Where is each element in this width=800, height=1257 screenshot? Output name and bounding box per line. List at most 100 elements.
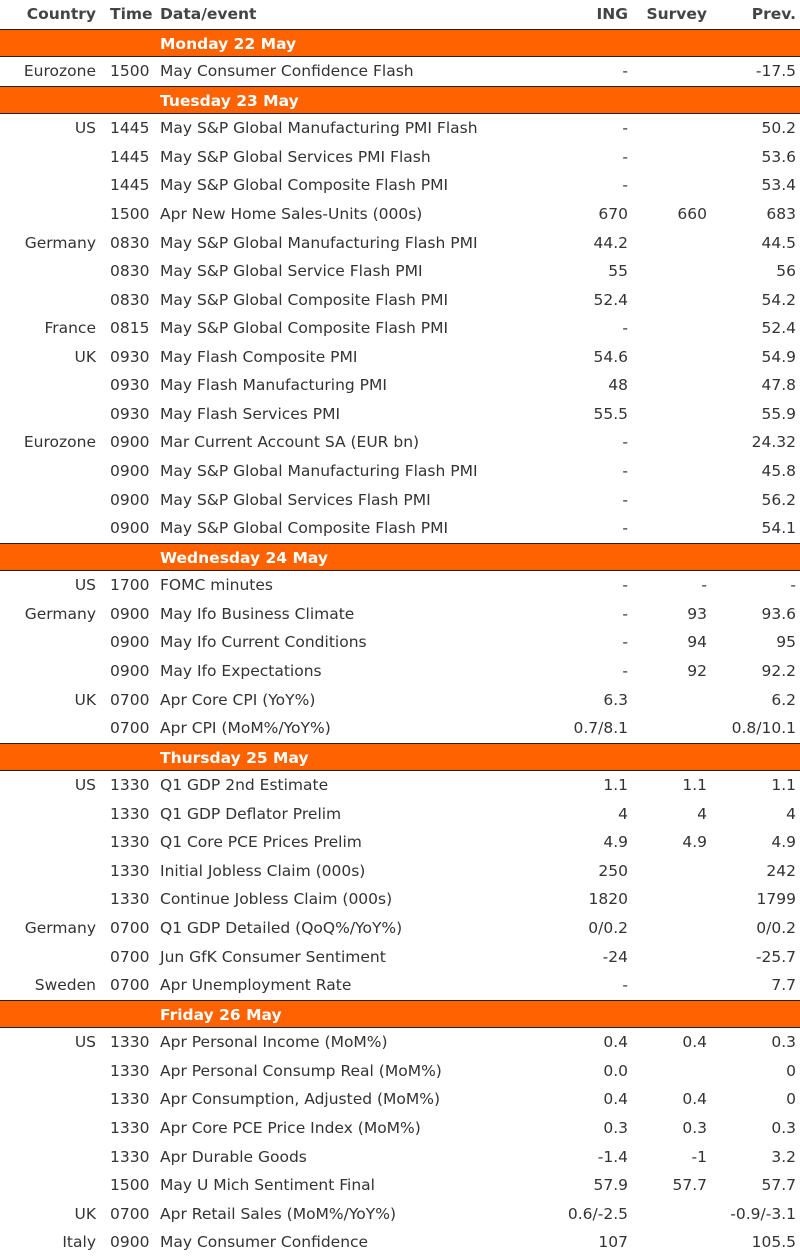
table-row: 1330 Apr Core PCE Price Index (MoM%) 0.3 0.… (0, 1114, 800, 1143)
day-header-row: Thursday 25 May (0, 742, 800, 772)
cell-ing: - (622, 604, 628, 623)
table-row: UK 0700 Apr Retail Sales (MoM%/YoY%) 0.6/-2… (0, 1200, 800, 1229)
table-row: Germany 0830 May S&P Global Manufacturing … (0, 229, 800, 258)
cell-ing: -1.4 (597, 1147, 628, 1166)
table-row: France 0815 May S&P Global Composite Flash… (0, 314, 800, 343)
cell-ing: 0/0.2 (588, 919, 628, 937)
cell-prev: 4.9 (771, 833, 796, 852)
cell-prev: 1.1 (771, 776, 796, 795)
cell-event: Q1 GDP 2nd Estimate (160, 776, 329, 795)
cell-event: May Ifo Expectations (160, 661, 322, 680)
cell-prev: 50.2 (761, 119, 796, 138)
cell-ing: - (622, 519, 628, 538)
table-row: US 1330 Q1 GDP 2nd Estimate 1.1 1.1 1.1 (0, 771, 800, 800)
cell-country: Sweden (34, 976, 96, 995)
cell-prev: 0.3 (771, 1118, 796, 1137)
cell-prev: 4 (786, 804, 796, 823)
cell-prev: 0 (786, 1061, 796, 1080)
table-row: 0900 May S&P Global Manufacturing Flash P… (0, 457, 800, 486)
cell-ing: 4.9 (603, 833, 628, 852)
cell-prev: 95 (776, 633, 796, 652)
cell-survey: 57.7 (672, 1176, 707, 1195)
cell-time: 1500 (110, 62, 150, 81)
cell-prev: 6.2 (771, 690, 796, 709)
cell-time: 0930 (110, 376, 150, 395)
cell-prev: 93.6 (761, 604, 796, 623)
cell-time: 1330 (110, 861, 150, 880)
cell-ing: 0.7/8.1 (573, 719, 628, 738)
cell-survey: 92 (687, 661, 707, 680)
day-label: Tuesday 23 May (160, 91, 299, 110)
cell-ing: - (622, 490, 628, 509)
cell-prev: 92.2 (761, 661, 796, 680)
cell-survey: 660 (677, 204, 707, 223)
cell-prev: 44.5 (761, 233, 796, 252)
table-row: 1330 Q1 Core PCE Prices Prelim 4.9 4.9 4.9 (0, 828, 800, 857)
cell-event: Mar Current Account SA (EUR bn) (160, 433, 420, 452)
table-row: 0930 May Flash Services PMI 55.5 55.9 (0, 400, 800, 429)
cell-event: May Flash Services PMI (160, 404, 341, 423)
cell-event: May Ifo Business Climate (160, 604, 355, 623)
cell-time: 0900 (110, 661, 150, 680)
cell-ing: 48 (608, 376, 628, 395)
table-row: 1445 May S&P Global Composite Flash PMI - 5… (0, 171, 800, 200)
table-row: 1330 Continue Jobless Claim (000s) 1820 179… (0, 885, 800, 914)
table-header: Country Time Data/event ING Survey Prev. (0, 0, 800, 29)
cell-event: Apr Core PCE Price Index (MoM%) (160, 1118, 421, 1137)
cell-country: US (74, 1033, 96, 1052)
cell-prev: 683 (766, 204, 796, 223)
cell-prev: 0.8/10.1 (731, 719, 796, 738)
cell-time: 0700 (110, 690, 150, 709)
cell-country: Italy (62, 1233, 96, 1252)
table-row: UK 0700 Apr Core CPI (YoY%) 6.3 6.2 (0, 686, 800, 715)
cell-event: Apr Personal Income (MoM%) (160, 1033, 388, 1052)
cell-time: 1700 (110, 576, 150, 595)
day-header-row: Friday 26 May (0, 999, 800, 1029)
cell-time: 0830 (110, 233, 150, 252)
table-row: 0700 Jun GfK Consumer Sentiment -24 -25.7 (0, 943, 800, 972)
cell-time: 0830 (110, 290, 150, 309)
cell-prev: -0.9/-3.1 (730, 1204, 796, 1223)
cell-time: 0930 (110, 404, 150, 423)
cell-ing: 0.4 (603, 1090, 628, 1109)
cell-event: May S&P Global Composite Flash PMI (160, 519, 449, 538)
cell-time: 0700 (110, 1204, 150, 1223)
cell-ing: 54.6 (593, 347, 628, 366)
cell-ing: 0.0 (603, 1061, 628, 1080)
cell-time: 0830 (110, 262, 150, 281)
table-row: Sweden 0700 Apr Unemployment Rate - 7.7 (0, 971, 800, 1000)
cell-prev: 24.32 (751, 433, 796, 452)
cell-prev: 53.6 (761, 147, 796, 166)
cell-ing: - (622, 576, 628, 595)
cell-event: Apr New Home Sales-Units (000s) (160, 204, 423, 223)
cell-event: Apr Unemployment Rate (160, 976, 352, 995)
cell-ing: 55.5 (593, 404, 628, 423)
cell-ing: 57.9 (593, 1176, 628, 1195)
day-label: Monday 22 May (160, 34, 297, 53)
table-row: US 1700 FOMC minutes - - - (0, 571, 800, 600)
cell-time: 1445 (110, 147, 150, 166)
table-row: Italy 0900 May Consumer Confidence 107 105.5 (0, 1228, 800, 1257)
day-label: Friday 26 May (160, 1005, 282, 1024)
cell-event: Apr Durable Goods (160, 1147, 307, 1166)
day-header-row: Wednesday 24 May (0, 542, 800, 572)
cell-ing: -24 (602, 947, 628, 966)
cell-survey: 0.4 (682, 1033, 707, 1052)
cell-survey: -1 (691, 1147, 707, 1166)
cell-ing: 44.2 (593, 233, 628, 252)
cell-prev: 54.9 (761, 347, 796, 366)
cell-ing: - (622, 176, 628, 195)
cell-ing: - (622, 633, 628, 652)
cell-survey: 1.1 (682, 776, 707, 795)
cell-time: 0900 (110, 519, 150, 538)
table-row: 0900 May Ifo Expectations - 92 92.2 (0, 657, 800, 686)
table-row: 0830 May S&P Global Composite Flash PMI 52… (0, 286, 800, 315)
cell-event: May S&P Global Composite Flash PMI (160, 290, 449, 309)
table-row: 1500 Apr New Home Sales-Units (000s) 670 66… (0, 200, 800, 229)
table-row: 0900 May S&P Global Composite Flash PMI - 5… (0, 514, 800, 543)
day-header-row: Monday 22 May (0, 28, 800, 58)
cell-event: May S&P Global Manufacturing PMI Flash (160, 119, 478, 138)
cell-event: May S&P Global Services PMI Flash (160, 147, 431, 166)
cell-event: Apr Core CPI (YoY%) (160, 690, 316, 709)
